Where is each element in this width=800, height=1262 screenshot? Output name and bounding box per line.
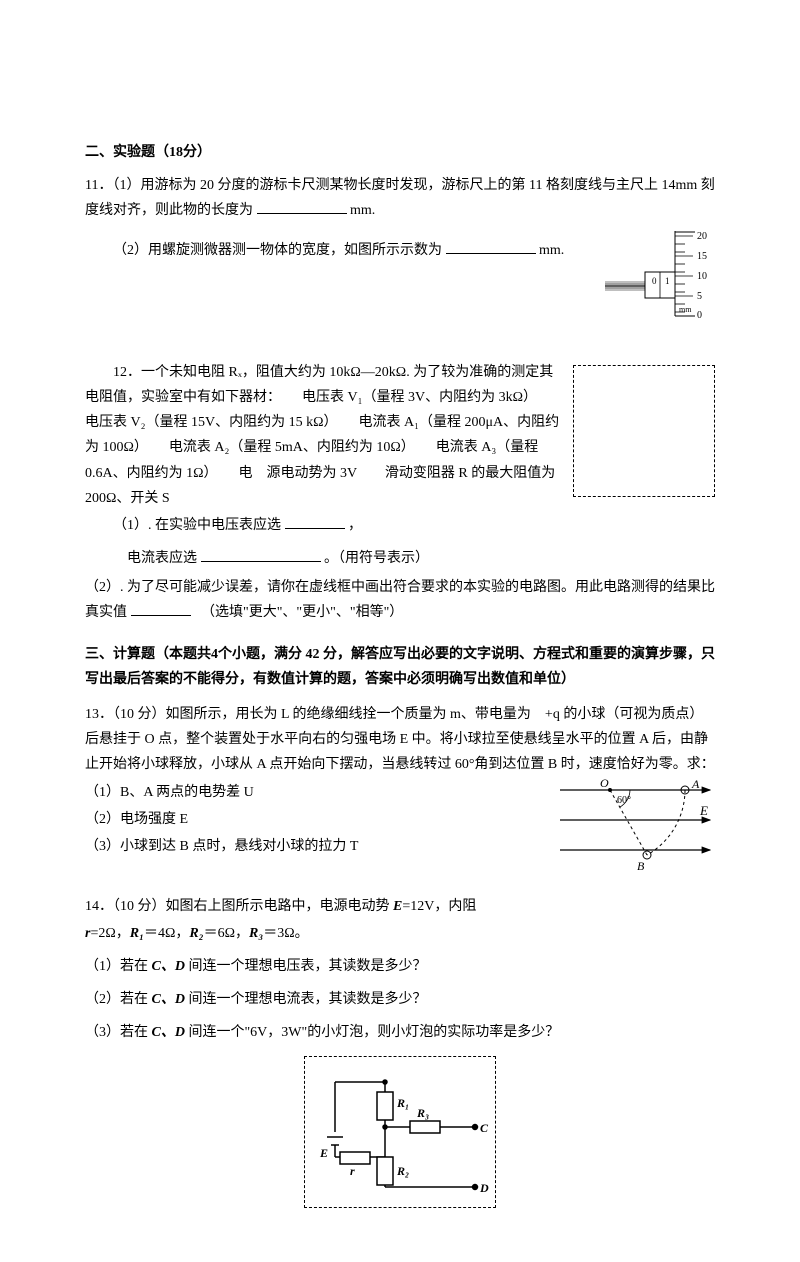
q11-part1: 11．（1）用游标为 20 分度的游标卡尺测某物长度时发现，游标尺上的第 11 … [85, 173, 715, 223]
q14-sb: =12V，内阻 [402, 899, 476, 914]
q14-s2b: 间连一个理想电流表，其读数是多少？ [185, 992, 427, 1007]
q12-line1: （1）. 在实验中电压表应选 ， [85, 513, 715, 538]
sym-R1: R₁ [130, 926, 144, 941]
q14-s3b: 间连一个"6V，3W"的小灯泡，则小灯泡的实际功率是多少？ [185, 1025, 559, 1040]
sym-R3: R₃ [249, 926, 263, 941]
micrometer-figure: 0 1 [605, 226, 715, 330]
sym-CD1: C、D [152, 959, 185, 974]
q14-sc: =2Ω， [90, 926, 129, 941]
q12-l1b: ， [348, 518, 362, 533]
sym-E: E [393, 899, 402, 914]
q12-l1a: （1）. 在实验中电压表应选 [113, 518, 281, 533]
q14-stem: 14．（10 分）如图右上图所示电路中，电源电动势 E=12V，内阻 [85, 894, 715, 919]
circ-R2: R₂ [396, 1164, 409, 1178]
label-A: A [691, 777, 700, 791]
pendulum-diagram: O A B 60° E [555, 770, 715, 880]
unit-mm: mm [679, 305, 692, 314]
q14-se: ＝6Ω， [204, 926, 249, 941]
question-11: 11．（1）用游标为 20 分度的游标卡尺测某物长度时发现，游标尺上的第 11 … [85, 173, 715, 330]
q12-line2: 电流表应选 。（用符号表示） [85, 546, 715, 571]
micrometer-svg: 0 1 [605, 226, 715, 321]
q11-p1-text-a: 11．（1）用游标为 20 分度的游标卡尺测某物长度时发现，游标尺上的第 11 … [85, 178, 715, 218]
pendulum-svg: O A B 60° E [555, 770, 715, 880]
q11-p2-text-a: （2）用螺旋测微器测一物体的宽度，如图所示示数为 [113, 243, 442, 258]
q12-l3b: （选填"更大"、"更小"、"相等"） [208, 605, 403, 620]
page: 二、实验题（18分） 11．（1）用游标为 20 分度的游标卡尺测某物长度时发现… [0, 0, 800, 1262]
circ-E: E [319, 1146, 328, 1160]
q14-s2a: （2）若在 [85, 992, 152, 1007]
q14-s1b: 间连一个理想电压表，其读数是多少？ [185, 959, 427, 974]
question-12: 12．一个未知电阻 Rₓ，阻值大约为 10kΩ—20kΩ. 为了较为准确的测定其… [85, 360, 715, 626]
label-angle: 60° [617, 795, 631, 806]
circ-D: D [479, 1181, 489, 1195]
question-14: 14．（10 分）如图右上图所示电路中，电源电动势 E=12V，内阻 r=2Ω，… [85, 894, 715, 1208]
blank-compare [131, 601, 191, 616]
q11-p2-text-b: mm. [539, 243, 564, 258]
label-E: E [699, 803, 708, 818]
sym-CD2: C、D [152, 992, 185, 1007]
scale-20: 20 [697, 231, 707, 242]
q12-l2a: 电流表应选 [127, 551, 197, 566]
question-13: 13．（10 分）如图所示，用长为 L 的绝缘细线拴一个质量为 m、带电量为 +… [85, 702, 715, 880]
circ-r: r [350, 1164, 355, 1178]
q14-s1: （1）若在 C、D 间连一个理想电压表，其读数是多少？ [85, 954, 715, 979]
sym-CD3: C、D [152, 1025, 185, 1040]
sym-R2: R₂ [189, 926, 203, 941]
q11-p1-text-b: mm. [350, 203, 375, 218]
q14-s3a: （3）若在 [85, 1025, 152, 1040]
q14-s1a: （1）若在 [85, 959, 152, 974]
section-3-title: 三、计算题（本题共4个小题，满分 42 分，解答应写出必要的文字说明、方程式和重… [85, 642, 715, 692]
blank-ammeter [201, 547, 321, 562]
blank-length [257, 199, 347, 214]
label-O: O [600, 776, 609, 790]
q14-sd: ＝4Ω， [144, 926, 189, 941]
label-B: B [637, 859, 645, 873]
q14-stem2: r=2Ω，R₁＝4Ω，R₂＝6Ω，R₃＝3Ω。 [85, 921, 715, 946]
q14-s2: （2）若在 C、D 间连一个理想电流表，其读数是多少？ [85, 987, 715, 1012]
scale-5: 5 [697, 291, 702, 302]
thimble-0: 0 [652, 276, 657, 286]
thimble-1: 1 [665, 276, 670, 286]
q13-stem: 13．（10 分）如图所示，用长为 L 的绝缘细线拴一个质量为 m、带电量为 +… [85, 702, 715, 778]
blank-voltmeter [285, 514, 345, 529]
q14-sa: 14．（10 分）如图右上图所示电路中，电源电动势 [85, 899, 393, 914]
q12-line3: （2）. 为了尽可能减少误差，请你在虚线框中画出符合要求的本实验的电路图。用此电… [85, 575, 715, 625]
q14-sf: ＝3Ω。 [263, 926, 308, 941]
circ-R3: R₃ [416, 1106, 429, 1120]
section-2-title: 二、实验题（18分） [85, 140, 715, 165]
scale-15: 15 [697, 251, 707, 262]
circuit-drawing-box [573, 365, 715, 497]
circ-C: C [480, 1121, 489, 1135]
blank-width [446, 239, 536, 254]
scale-10: 10 [697, 271, 707, 282]
circ-R1: R₁ [396, 1096, 409, 1110]
q14-s3: （3）若在 C、D 间连一个"6V，3W"的小灯泡，则小灯泡的实际功率是多少？ [85, 1020, 715, 1045]
scale-0: 0 [697, 310, 702, 321]
q12-l2b: 。（用符号表示） [324, 551, 429, 566]
